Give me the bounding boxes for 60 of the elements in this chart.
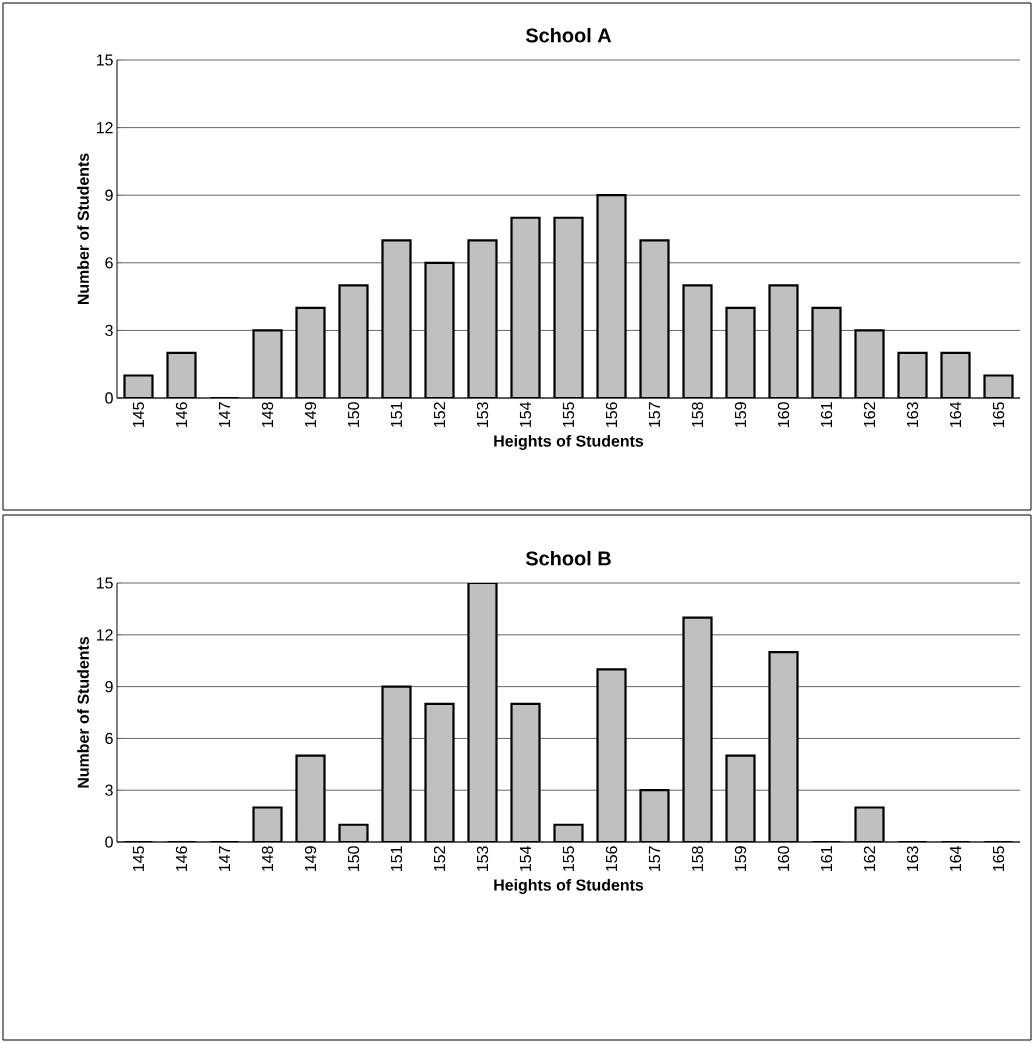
y-tick-label: 9	[105, 189, 113, 201]
x-tick-label: 150	[347, 846, 360, 871]
x-tick-label: 163	[906, 402, 919, 427]
x-tick-label: 157	[648, 402, 661, 427]
x-tick-label: 165	[992, 402, 1005, 427]
x-tick-label: 148	[261, 402, 274, 427]
chart-title: School A	[525, 27, 612, 43]
x-axis-title: Heights of Students	[494, 878, 644, 894]
x-tick-label: 155	[562, 402, 575, 427]
x-tick-label: 146	[175, 846, 188, 871]
x-tick-label: 165	[992, 846, 1005, 871]
y-tick-label: 0	[105, 836, 113, 848]
y-tick-label: 15	[96, 54, 113, 66]
y-axis-title: Number of Students	[77, 153, 89, 305]
x-tick-label: 156	[605, 402, 618, 427]
y-tick-label: 15	[96, 577, 113, 589]
x-tick-label: 149	[304, 846, 317, 871]
y-tick-label: 12	[96, 629, 113, 641]
x-tick-label: 162	[863, 846, 876, 871]
y-tick-label: 3	[105, 324, 113, 337]
x-tick-label: 162	[863, 402, 876, 427]
x-tick-label: 159	[734, 402, 747, 427]
y-tick-label: 12	[96, 122, 113, 134]
x-tick-label: 153	[476, 402, 489, 427]
y-tick-label: 0	[105, 392, 113, 404]
x-tick-label: 155	[562, 846, 575, 871]
x-tick-label: 151	[390, 402, 403, 427]
x-tick-label: 151	[390, 846, 403, 871]
x-tick-label: 159	[734, 846, 747, 871]
x-tick-label: 154	[519, 402, 532, 427]
x-tick-label: 160	[777, 402, 790, 427]
x-tick-label: 148	[261, 846, 274, 871]
x-tick-label: 160	[777, 846, 790, 871]
x-tick-label: 146	[175, 402, 188, 427]
x-tick-label: 158	[691, 846, 704, 871]
x-tick-label: 153	[476, 846, 489, 871]
y-tick-label: 9	[105, 680, 113, 693]
x-tick-label: 157	[648, 846, 661, 871]
x-tick-label: 150	[347, 402, 360, 427]
x-tick-label: 158	[691, 402, 704, 427]
x-tick-label: 145	[132, 402, 145, 427]
x-tick-label: 161	[820, 846, 833, 871]
x-tick-label: 149	[304, 402, 317, 427]
chart-title: School B	[525, 550, 611, 566]
y-tick-label: 3	[105, 784, 113, 796]
x-tick-label: 161	[820, 402, 833, 427]
x-tick-label: 163	[906, 846, 919, 871]
x-tick-label: 152	[433, 402, 446, 427]
x-tick-label: 152	[433, 846, 446, 871]
x-tick-label: 154	[519, 846, 532, 871]
x-tick-label: 164	[949, 846, 962, 871]
x-tick-label: 147	[219, 846, 230, 871]
x-axis-title: Heights of Students	[494, 434, 644, 450]
y-tick-label: 6	[105, 257, 113, 269]
y-tick-label: 6	[105, 732, 113, 745]
x-tick-label: 164	[949, 402, 962, 427]
y-axis-title: Number of Students	[77, 637, 89, 788]
x-tick-label: 147	[219, 402, 230, 427]
x-tick-label: 156	[605, 846, 618, 871]
x-tick-label: 145	[132, 846, 145, 871]
